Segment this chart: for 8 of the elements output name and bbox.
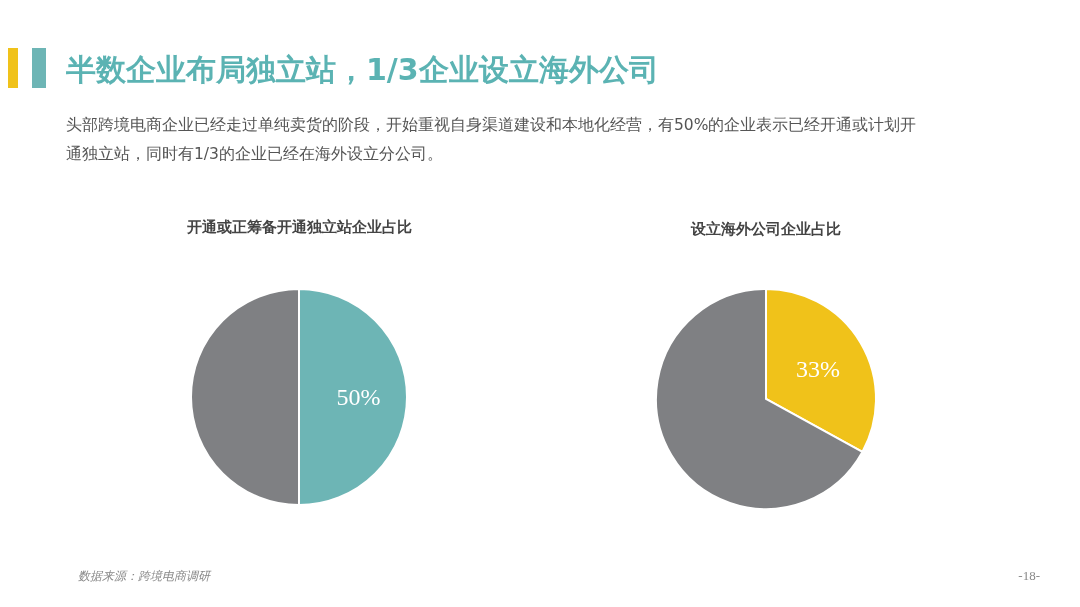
data-label: 50% [336, 384, 381, 411]
source-note: 数据来源：跨境电商调研 [78, 569, 212, 583]
text: 半数企业布局独立站，1/3企业设立海外公司 [65, 52, 659, 87]
data-label: 33% [796, 355, 841, 382]
text: -18- [1018, 568, 1040, 583]
chart-title: 开通或正筹备开通独立站企业占比 [185, 218, 412, 236]
text: 头部跨境电商企业已经走过单纯卖货的阶段，开始重视自身渠道建设和本地化经营，有50%的企业表示已经开通或计划开通独立站，同时有1/3的企业已经在海外设立分公司。 [66, 116, 917, 163]
chart-title: 设立海外公司企业占比 [690, 220, 841, 238]
